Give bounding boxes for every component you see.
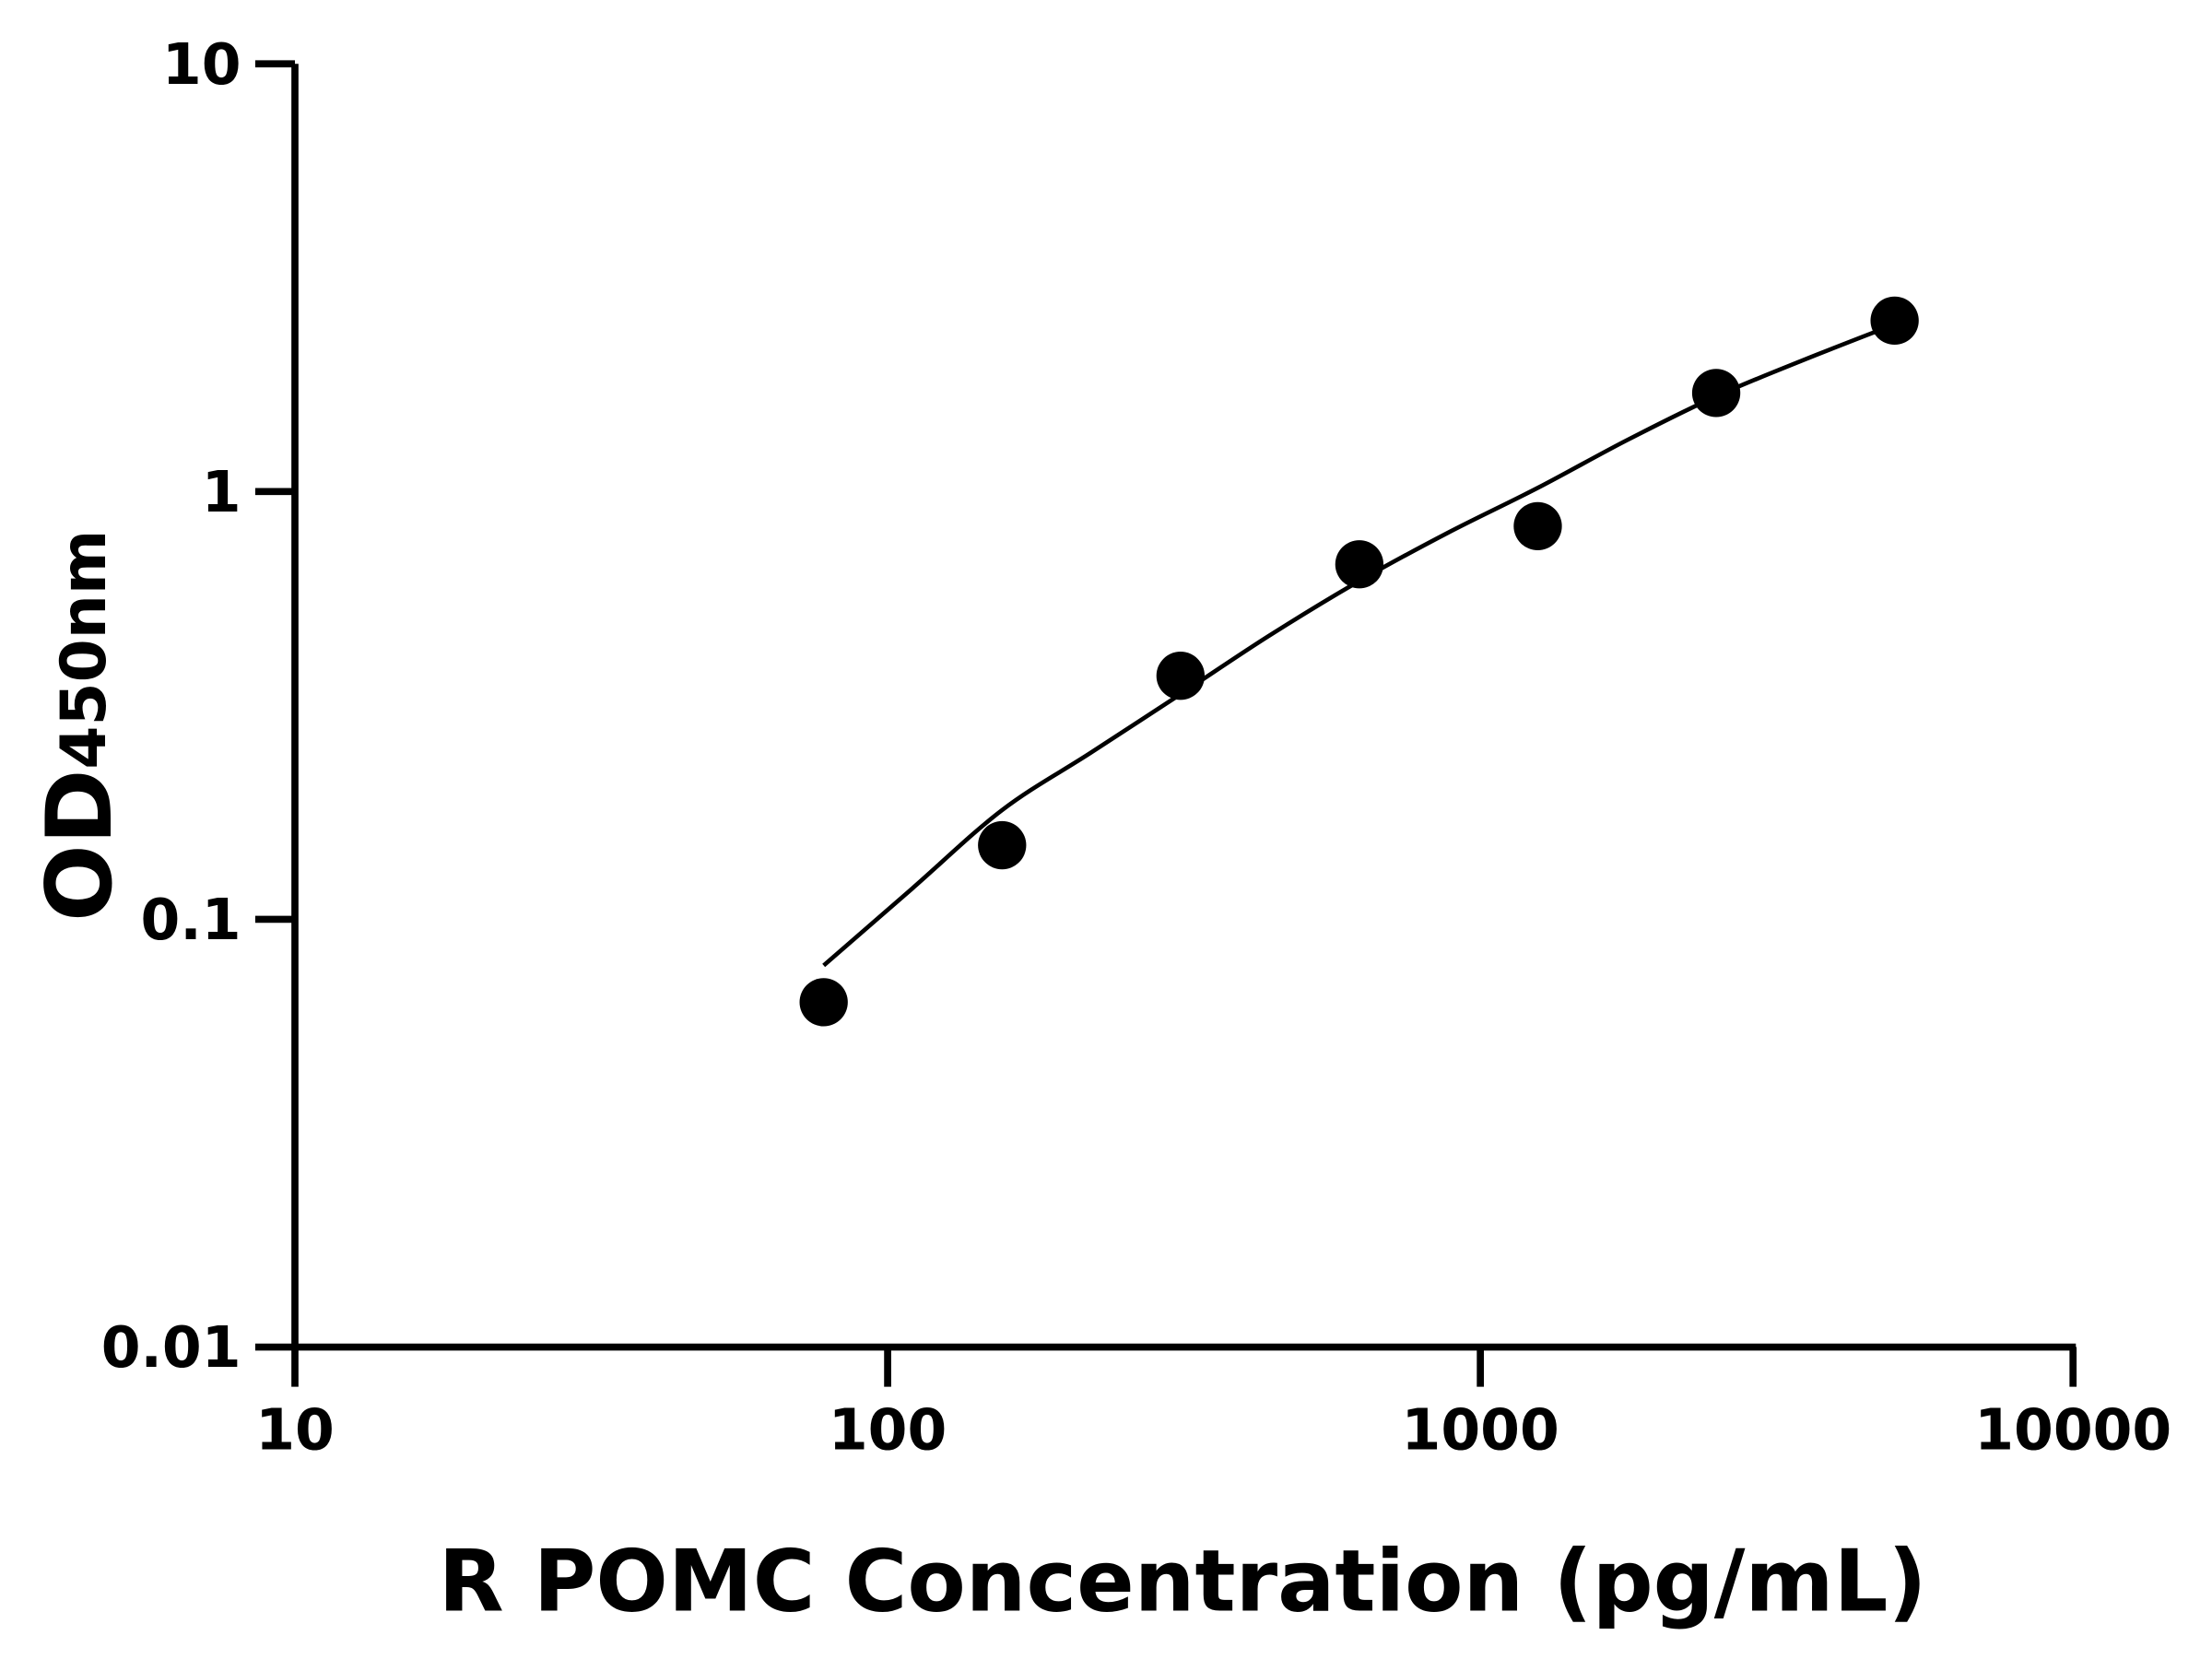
y-axis-label-subscript: 450nm <box>47 530 120 770</box>
y-tick-label: 0.1 <box>141 887 241 953</box>
data-point <box>1691 369 1741 418</box>
y-axis-label: OD450nm <box>28 530 133 922</box>
data-point <box>1870 296 1919 345</box>
data-point <box>1513 501 1562 551</box>
axes <box>291 64 2077 1351</box>
data-point <box>1156 652 1206 700</box>
x-tick-label: 10000 <box>1974 1396 2171 1463</box>
y-axis-label-main: OD <box>28 770 133 922</box>
data-point <box>1335 540 1384 589</box>
y-tick-label: 10 <box>162 31 241 98</box>
data-point <box>978 820 1027 870</box>
x-tick-label: 100 <box>829 1396 947 1463</box>
fit-curve <box>822 322 1896 968</box>
y-tick-label: 1 <box>202 459 241 525</box>
y-tick-label: 0.01 <box>101 1314 241 1381</box>
x-tick-label: 1000 <box>1402 1396 1559 1463</box>
x-tick-label: 10 <box>255 1396 335 1463</box>
data-point <box>799 978 848 1027</box>
x-axis-label: R POMC Concentration (pg/mL) <box>439 1532 1927 1631</box>
